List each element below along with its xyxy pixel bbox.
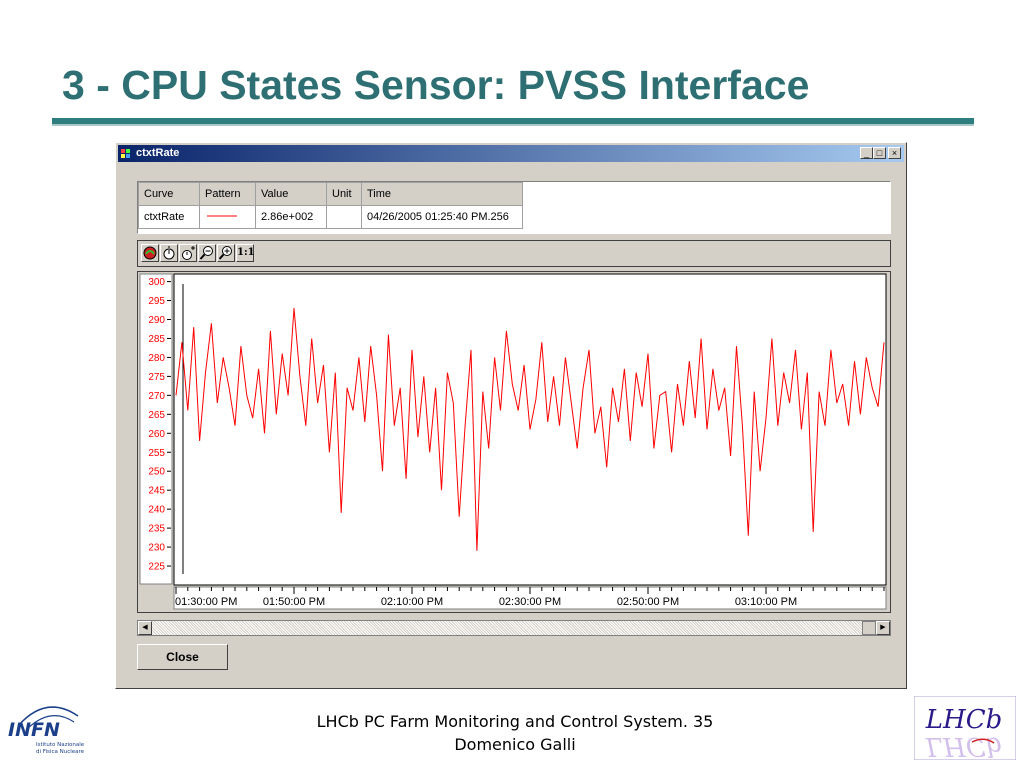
y-tick-label: 300 bbox=[148, 277, 165, 288]
app-icon bbox=[121, 149, 130, 158]
zoom-in-icon bbox=[218, 246, 232, 260]
x-tick-label: 02:10:00 PM bbox=[381, 596, 443, 608]
horizontal-scrollbar[interactable]: ◀ ▶ bbox=[137, 620, 891, 636]
scroll-left-button[interactable]: ◀ bbox=[138, 621, 152, 635]
scroll-thumb[interactable] bbox=[862, 621, 876, 635]
y-tick-label: 235 bbox=[148, 524, 165, 535]
curve-legend-panel: Curve Pattern Value Unit Time ctxtRate 2… bbox=[137, 181, 891, 234]
infn-logo: INFN Istituto Nazionale di Fisica Nuclea… bbox=[8, 706, 85, 755]
infn-logo-subtitle: Istituto Nazionale bbox=[36, 742, 85, 748]
lhcb-logo-text: LHCb bbox=[925, 705, 1002, 735]
close-button[interactable]: Close bbox=[137, 644, 228, 670]
y-tick-label: 225 bbox=[148, 562, 165, 573]
y-tick-label: 295 bbox=[148, 296, 165, 307]
window-title: ctxtRate bbox=[136, 147, 180, 159]
column-header: Time bbox=[361, 182, 523, 206]
column-header: Curve bbox=[138, 182, 200, 206]
x-tick-label: 03:10:00 PM bbox=[735, 596, 797, 608]
line-pattern-swatch bbox=[207, 215, 237, 217]
footer-line: LHCb PC Farm Monitoring and Control Syst… bbox=[316, 712, 714, 731]
curve-settings-icon bbox=[143, 246, 157, 260]
trend-window: ctxtRate _ □ × Curve Pattern Value Unit … bbox=[115, 142, 907, 689]
title-underline bbox=[52, 118, 974, 124]
maximize-button[interactable]: □ bbox=[873, 147, 886, 159]
slide-footer: LHCb PC Farm Monitoring and Control Syst… bbox=[280, 710, 750, 756]
stopwatch-icon bbox=[163, 246, 175, 260]
zoom-reset-icon: 1:1 bbox=[237, 247, 255, 258]
curve-legend-table: Curve Pattern Value Unit Time ctxtRate 2… bbox=[138, 182, 523, 229]
unit-cell[interactable] bbox=[326, 205, 362, 229]
y-tick-label: 255 bbox=[148, 448, 165, 459]
x-tick-label: 02:50:00 PM bbox=[617, 596, 679, 608]
y-tick-label: 265 bbox=[148, 410, 165, 421]
y-tick-label: 280 bbox=[148, 353, 165, 364]
curve-settings-button[interactable] bbox=[141, 244, 159, 262]
window-titlebar[interactable]: ctxtRate _ □ × bbox=[118, 145, 904, 162]
y-tick-label: 270 bbox=[148, 391, 165, 402]
y-tick-label: 250 bbox=[148, 467, 165, 478]
stopwatch-plus-button[interactable] bbox=[179, 244, 197, 262]
lhcb-logo: LHCb LHCb bbox=[914, 696, 1016, 760]
infn-logo-subtitle: di Fisica Nucleare bbox=[36, 749, 85, 755]
value-cell[interactable]: 2.86e+002 bbox=[255, 205, 327, 229]
stopwatch-button[interactable] bbox=[160, 244, 178, 262]
y-tick-label: 260 bbox=[148, 429, 165, 440]
zoom-out-icon bbox=[199, 246, 213, 260]
footer-author: Domenico Galli bbox=[454, 735, 576, 754]
svg-text:LHCb: LHCb bbox=[925, 731, 1002, 760]
window-close-button[interactable]: × bbox=[888, 147, 901, 159]
slide-title: 3 - CPU States Sensor: PVSS Interface bbox=[62, 62, 810, 108]
trend-chart[interactable]: 300 295 290 285 280 275 270 265 260 255 250 245 240 2… bbox=[138, 272, 890, 612]
x-tick-label: 01:30:00 PM bbox=[175, 596, 237, 608]
y-tick-label: 275 bbox=[148, 372, 165, 383]
column-header: Unit bbox=[326, 182, 362, 206]
y-tick-label: 290 bbox=[148, 315, 165, 326]
title-underline-shadow bbox=[52, 124, 974, 126]
pattern-cell[interactable] bbox=[199, 205, 256, 229]
infn-logo-text: INFN bbox=[8, 719, 60, 741]
y-tick-label: 285 bbox=[148, 334, 165, 345]
time-cell[interactable]: 04/26/2005 01:25:40 PM.256 bbox=[361, 205, 523, 229]
stopwatch-plus-icon bbox=[182, 246, 195, 260]
zoom-in-button[interactable] bbox=[217, 244, 235, 262]
minimize-button[interactable]: _ bbox=[860, 147, 873, 159]
y-tick-label: 245 bbox=[148, 486, 165, 497]
y-tick-label: 240 bbox=[148, 505, 165, 516]
zoom-reset-button[interactable]: 1:1 bbox=[236, 244, 255, 262]
zoom-out-button[interactable] bbox=[198, 244, 216, 262]
trend-toolbar: 1:1 bbox=[137, 240, 891, 267]
table-row[interactable]: ctxtRate 2.86e+002 04/26/2005 01:25:40 P… bbox=[138, 205, 523, 229]
series-line-ctxtRate bbox=[175, 308, 885, 551]
y-axis-panel bbox=[139, 273, 173, 585]
x-tick-label: 01:50:00 PM bbox=[263, 596, 325, 608]
trend-plot-frame: 300 295 290 285 280 275 270 265 260 255 250 245 240 2… bbox=[137, 271, 891, 613]
table-header-row: Curve Pattern Value Unit Time bbox=[138, 182, 523, 206]
x-tick-label: 02:30:00 PM bbox=[499, 596, 561, 608]
scroll-right-button[interactable]: ▶ bbox=[876, 621, 890, 635]
y-tick-label: 230 bbox=[148, 543, 165, 554]
column-header: Pattern bbox=[199, 182, 256, 206]
column-header: Value bbox=[255, 182, 327, 206]
curve-name-cell[interactable]: ctxtRate bbox=[138, 205, 200, 229]
